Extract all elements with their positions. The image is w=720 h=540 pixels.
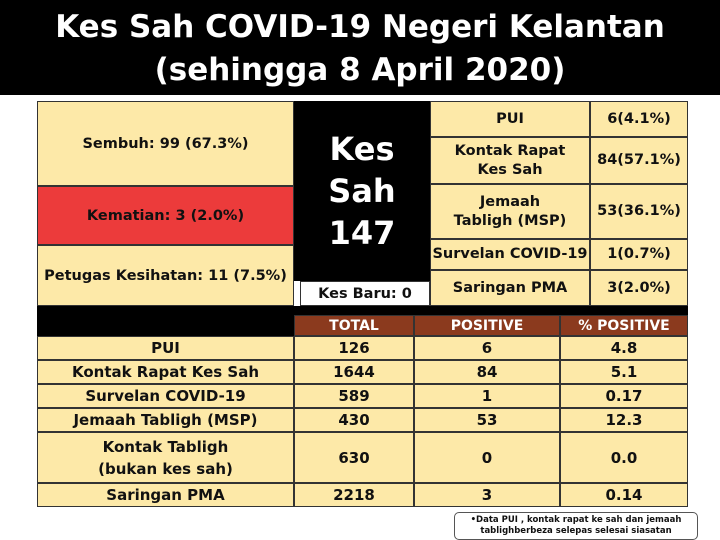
table-header-total: TOTAL — [294, 315, 414, 336]
row-jemaah-label: Jemaah Tabligh (MSP) — [73, 411, 258, 429]
right-label-pui-text: PUI — [496, 110, 524, 127]
row-kontak-tabligh-pct: 0.0 — [610, 448, 638, 467]
row-pui-positive: 6 — [481, 339, 493, 357]
sembuh-cell: Sembuh: 99 (67.3%) — [37, 101, 294, 186]
title-line1: Kes Sah COVID-19 Negeri Kelantan — [55, 9, 665, 45]
row-jemaah-positive: 53 — [476, 411, 498, 429]
petugas-cell: Petugas Kesihatan: 11 (7.5%) — [37, 245, 294, 306]
right-value-saringan: 3(2.0%) — [590, 270, 688, 306]
table-cell: 430 — [294, 408, 414, 432]
table-cell: 84 — [414, 360, 560, 384]
table-header-pct-text: % POSITIVE — [578, 317, 670, 334]
right-value-saringan-text: 3(2.0%) — [607, 279, 671, 296]
table-cell: 4.8 — [560, 336, 688, 360]
table-header-positive-text: POSITIVE — [450, 317, 524, 334]
row-kontak-rapat-total: 1644 — [333, 363, 375, 381]
table-row-label: Jemaah Tabligh (MSP) — [37, 408, 294, 432]
right-value-jemaah-text: 53(36.1%) — [597, 203, 681, 219]
table-cell: 3 — [414, 483, 560, 507]
table-cell: 12.3 — [560, 408, 688, 432]
divider-band — [37, 306, 688, 315]
table-cell: 53 — [414, 408, 560, 432]
right-value-kontak-rapat-text: 84(57.1%) — [597, 152, 681, 168]
row-pui-pct: 4.8 — [610, 339, 638, 357]
table-cell: 630 — [294, 432, 414, 483]
table-row-label: Survelan COVID-19 — [37, 384, 294, 408]
row-survelan-label: Survelan COVID-19 — [85, 387, 246, 405]
table-cell: 0.0 — [560, 432, 688, 483]
table-cell: 1644 — [294, 360, 414, 384]
right-value-pui: 6(4.1%) — [590, 101, 688, 137]
table-row-label: Saringan PMA — [37, 483, 294, 507]
right-value-jemaah: 53(36.1%) — [590, 184, 688, 239]
table-cell: 2218 — [294, 483, 414, 507]
table-cell: 0.17 — [560, 384, 688, 408]
row-kontak-tabligh-total: 630 — [338, 448, 370, 467]
table-row-label: Kontak Tabligh (bukan kes sah) — [37, 432, 294, 483]
row-kontak-tabligh-label-line2: (bukan kes sah) — [98, 459, 233, 478]
table-cell: 5.1 — [560, 360, 688, 384]
footnote-box: •Data PUI , kontak rapat ke sah dan jema… — [454, 512, 698, 540]
table-cell: 1 — [414, 384, 560, 408]
table-cell: 0 — [414, 432, 560, 483]
row-pui-label: PUI — [151, 339, 180, 357]
petugas-text: Petugas Kesihatan: 11 (7.5%) — [44, 267, 287, 284]
right-value-survelan-text: 1(0.7%) — [607, 246, 671, 262]
kematian-cell: Kematian: 3 (2.0%) — [37, 186, 294, 245]
right-label-survelan-text: Survelan COVID-19 — [432, 246, 588, 262]
kes-sah-box: Kes Sah 147 — [294, 101, 430, 281]
kematian-text: Kematian: 3 (2.0%) — [86, 207, 245, 224]
right-value-kontak-rapat: 84(57.1%) — [590, 137, 688, 184]
right-value-survelan: 1(0.7%) — [590, 239, 688, 270]
title-line2: (sehingga 8 April 2020) — [154, 52, 566, 88]
row-kontak-rapat-positive: 84 — [476, 363, 498, 381]
row-jemaah-pct: 12.3 — [605, 411, 643, 429]
row-survelan-positive: 1 — [481, 387, 493, 405]
title-banner: Kes Sah COVID-19 Negeri Kelantan (sehing… — [0, 0, 720, 95]
table-header-blank — [37, 315, 294, 336]
right-label-survelan: Survelan COVID-19 — [430, 239, 590, 270]
table-header-pct: % POSITIVE — [560, 315, 688, 336]
right-label-jemaah: Jemaah Tabligh (MSP) — [430, 184, 590, 239]
table-row-label: Kontak Rapat Kes Sah — [37, 360, 294, 384]
table-cell: 126 — [294, 336, 414, 360]
footnote-line1: •Data PUI , kontak rapat ke sah dan jema… — [470, 515, 682, 525]
kes-baru-cell: Kes Baru: 0 — [300, 281, 430, 306]
right-label-saringan-text: Saringan PMA — [452, 279, 568, 296]
kes-sah-label: Kes Sah — [328, 130, 396, 210]
right-label-kontak-rapat-text: Kontak Rapat Kes Sah — [454, 142, 566, 178]
row-saringan-total: 2218 — [333, 486, 375, 504]
table-cell: 589 — [294, 384, 414, 408]
table-header-total-text: TOTAL — [329, 317, 379, 334]
row-pui-total: 126 — [338, 339, 370, 357]
row-kontak-tabligh-positive: 0 — [481, 448, 493, 467]
row-jemaah-total: 430 — [338, 411, 370, 429]
right-label-pui: PUI — [430, 101, 590, 137]
row-kontak-rapat-label: Kontak Rapat Kes Sah — [71, 363, 260, 381]
row-survelan-pct: 0.17 — [605, 387, 643, 405]
table-row-label: PUI — [37, 336, 294, 360]
kes-baru-text: Kes Baru: 0 — [318, 285, 412, 302]
right-label-jemaah-text: Jemaah Tabligh (MSP) — [453, 193, 567, 229]
row-saringan-pct: 0.14 — [605, 486, 643, 504]
row-survelan-total: 589 — [338, 387, 370, 405]
right-label-kontak-rapat: Kontak Rapat Kes Sah — [430, 137, 590, 184]
kes-sah-total: 147 — [328, 214, 396, 252]
table-cell: 6 — [414, 336, 560, 360]
footnote-line2: tablighberbeza selepas selesai siasatan — [480, 526, 672, 536]
table-cell: 0.14 — [560, 483, 688, 507]
row-kontak-rapat-pct: 5.1 — [610, 363, 638, 381]
row-saringan-positive: 3 — [481, 486, 493, 504]
right-label-saringan: Saringan PMA — [430, 270, 590, 306]
table-header-positive: POSITIVE — [414, 315, 560, 336]
row-kontak-tabligh-label-line1: Kontak Tabligh — [102, 437, 229, 456]
sembuh-text: Sembuh: 99 (67.3%) — [82, 135, 249, 152]
right-value-pui-text: 6(4.1%) — [607, 110, 671, 127]
row-saringan-label: Saringan PMA — [106, 486, 225, 504]
